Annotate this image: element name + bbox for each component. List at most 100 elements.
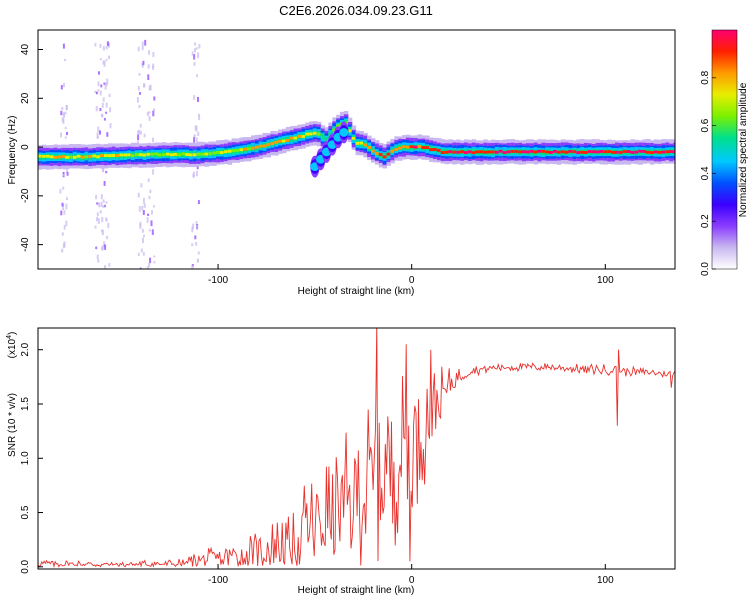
ridge-cell: [402, 145, 407, 149]
ridge-cell: [239, 148, 244, 152]
ridge-cell: [669, 150, 674, 153]
noise-speckle: [109, 107, 112, 113]
noise-speckle: [141, 205, 144, 211]
noise-speckle: [109, 123, 112, 129]
noise-speckle: [60, 85, 63, 90]
ridge-cell: [525, 150, 531, 154]
snr-y-ticks: 0.0 0.5 1.0 1.5 2.0: [20, 342, 43, 574]
ridge-cell: [285, 139, 291, 142]
noise-speckle: [62, 204, 65, 210]
ridge-cell: [541, 149, 546, 153]
noise-speckle: [191, 226, 194, 230]
spectrogram-y-axis-label: Frequency (Hz): [7, 116, 18, 185]
ridge-cell: [320, 135, 326, 139]
noise-speckle: [94, 90, 97, 94]
snr-y-tick-label: 0.5: [20, 505, 31, 519]
noise-speckle: [191, 51, 194, 56]
noise-speckle: [105, 102, 108, 108]
ridge-cell: [254, 145, 260, 149]
noise-speckle: [194, 125, 197, 131]
noise-speckle: [148, 116, 151, 121]
ridge-cell: [456, 150, 461, 154]
ridge-cell: [69, 155, 74, 159]
ridge-cell: [522, 150, 527, 154]
noise-speckle: [65, 203, 68, 210]
ridge-cell: [100, 154, 105, 158]
ridge-cell: [223, 150, 229, 154]
snr-x-tick-label: 100: [597, 575, 614, 586]
noise-speckle: [152, 63, 155, 68]
noise-speckle: [99, 44, 102, 48]
spectrogram-panel: -100 0 100 40 20 0 -20 -40 Height of straight …: [7, 29, 676, 297]
noise-speckle: [142, 237, 144, 244]
spectrogram-x-tick-label: 100: [597, 275, 614, 286]
ridge-cell: [274, 140, 279, 144]
svg-text:(x104): (x104): [6, 332, 18, 359]
noise-speckle: [96, 254, 99, 259]
ridge-cell: [440, 151, 446, 154]
noise-speckle: [64, 111, 67, 115]
ridge-cell: [417, 145, 422, 148]
ridge-cell: [80, 155, 86, 159]
ridge-cell: [336, 124, 341, 128]
noise-speckle: [148, 50, 151, 55]
noise-speckle: [106, 41, 109, 46]
noise-speckle: [104, 244, 107, 250]
ridge-cell: [192, 153, 198, 157]
noise-speckle: [101, 217, 104, 223]
ridge-cell: [328, 132, 333, 136]
ridge-cell: [289, 136, 295, 140]
noise-speckle: [195, 47, 198, 50]
ridge-cell: [297, 134, 302, 138]
ridge-cell: [123, 153, 128, 157]
noise-speckle: [62, 174, 65, 177]
ridge-cell: [390, 149, 395, 153]
noise-speckle: [64, 136, 67, 139]
noise-speckle: [62, 43, 65, 49]
colorbar-tick-label: 0.6: [700, 118, 711, 132]
ridge-cell: [429, 148, 434, 152]
ridge-cell: [45, 154, 51, 158]
noise-speckle: [149, 84, 152, 91]
ridge-cell: [76, 154, 82, 158]
ridge-cell: [61, 155, 66, 159]
noise-speckle: [61, 202, 64, 207]
noise-speckle: [197, 251, 200, 255]
ridge-cell: [161, 153, 167, 157]
ridge-cell: [537, 149, 542, 153]
ridge-cell: [270, 142, 275, 146]
noise-speckle: [102, 205, 105, 208]
ridge-cell: [351, 136, 357, 140]
noise-speckle: [152, 110, 155, 117]
noise-speckle: [139, 221, 142, 227]
ridge-cell: [494, 150, 500, 154]
ridge-cell: [138, 153, 144, 157]
ridge-cell: [189, 153, 194, 157]
noise-speckle: [95, 91, 98, 95]
ridge-cell: [359, 141, 364, 145]
noise-speckle: [143, 133, 146, 138]
ridge-cell: [57, 155, 62, 159]
noise-speckle: [104, 85, 107, 90]
noise-speckle: [152, 169, 155, 175]
noise-speckle: [196, 258, 199, 262]
noise-speckle: [141, 64, 144, 68]
ridge-cell: [568, 149, 573, 153]
ridge-cell: [549, 151, 554, 154]
ridge-cell: [433, 148, 438, 151]
ridge-cell: [421, 146, 426, 149]
noise-speckle: [195, 221, 198, 225]
noise-speckle: [96, 212, 99, 217]
noise-speckle: [108, 263, 111, 267]
noise-speckle: [195, 137, 198, 143]
noise-speckle: [101, 113, 104, 118]
ridge-cell: [367, 146, 372, 149]
spectrogram-x-tick-label: -100: [208, 275, 228, 286]
ridge-cell: [649, 151, 655, 154]
ridge-cell: [464, 151, 469, 154]
ridge-cell: [646, 150, 651, 154]
noise-speckle: [138, 73, 141, 76]
ridge-cell: [231, 149, 237, 153]
ridge-cell: [479, 150, 484, 154]
noise-speckle: [151, 210, 153, 215]
